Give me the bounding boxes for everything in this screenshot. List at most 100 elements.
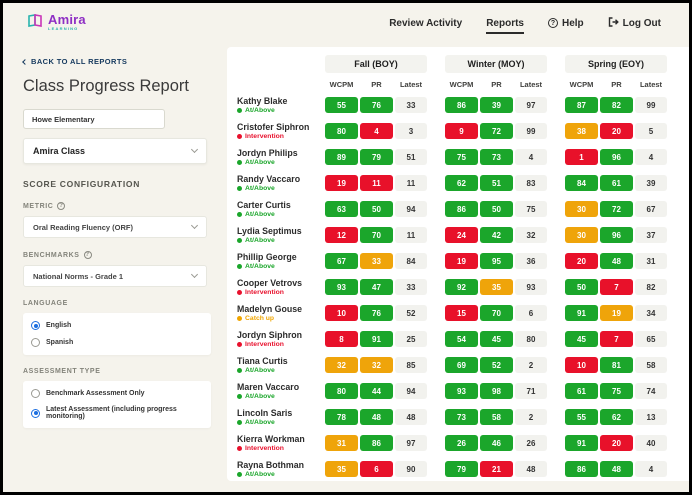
- status-dot-icon: [237, 108, 242, 114]
- score-badge: 80: [325, 383, 358, 399]
- radio-english[interactable]: English: [31, 321, 203, 330]
- score-badge: 30: [565, 201, 598, 217]
- score-group-0: 32 32 85: [325, 357, 427, 373]
- status-label: Catch up: [245, 315, 275, 323]
- status-badge: At/Above: [237, 367, 325, 374]
- status-label: Intervention: [245, 445, 284, 453]
- status-dot-icon: [237, 368, 242, 374]
- school-field[interactable]: Howe Elementary: [23, 109, 165, 129]
- status-badge: At/Above: [237, 159, 325, 166]
- score-badge: 91: [565, 435, 598, 451]
- radio-latest-assessment[interactable]: Latest Assessment (including progress mo…: [31, 406, 203, 420]
- score-group-1: 15 70 6: [445, 305, 547, 321]
- score-badge: 7: [600, 279, 633, 295]
- student-name-cell: Madelyn Gouse Catch up: [237, 304, 325, 323]
- latest-score: 4: [515, 149, 547, 165]
- latest-score: 74: [635, 383, 667, 399]
- status-dot-icon: [237, 264, 242, 270]
- score-badge: 63: [325, 201, 358, 217]
- latest-score: 6: [515, 305, 547, 321]
- score-group-0: 55 76 33: [325, 97, 427, 113]
- score-group-2: 20 48 31: [565, 253, 667, 269]
- page-title: Class Progress Report: [23, 77, 189, 95]
- score-badge: 6: [360, 461, 393, 477]
- nav-reports[interactable]: Reports: [486, 18, 524, 34]
- latest-score: 48: [395, 409, 427, 425]
- score-group-0: 63 50 94: [325, 201, 427, 217]
- score-badge: 62: [445, 175, 478, 191]
- score-badge: 33: [360, 253, 393, 269]
- latest-score: 37: [635, 227, 667, 243]
- class-select[interactable]: Amira Class: [23, 138, 207, 164]
- period-header-0: Fall (BOY): [325, 55, 427, 73]
- radio-button: [31, 389, 40, 398]
- score-group-2: 55 62 13: [565, 409, 667, 425]
- score-badge: 48: [360, 409, 393, 425]
- score-badge: 55: [565, 409, 598, 425]
- nav-help[interactable]: ? Help: [548, 18, 584, 29]
- student-row: Cristofer Siphron Intervention 80 4 3 9 72 99 38…: [237, 118, 685, 144]
- latest-score: 82: [635, 279, 667, 295]
- score-badge: 19: [600, 305, 633, 321]
- student-name-cell: Lincoln Saris At/Above: [237, 407, 325, 426]
- status-badge: Intervention: [237, 133, 325, 140]
- score-badge: 12: [325, 227, 358, 243]
- student-name-cell: Randy Vaccaro At/Above: [237, 174, 325, 192]
- score-badge: 82: [600, 97, 633, 113]
- radio-benchmark-only[interactable]: Benchmark Assessment Only: [31, 389, 203, 398]
- radio-spanish[interactable]: Spanish: [31, 338, 203, 347]
- student-name: Lincoln Saris: [237, 407, 293, 418]
- benchmarks-select[interactable]: National Norms - Grade 1: [23, 265, 207, 287]
- status-dot-icon: [237, 290, 242, 296]
- chevron-down-icon: [190, 270, 199, 279]
- column-header-latest: Latest: [639, 80, 663, 89]
- latest-score: 65: [635, 331, 667, 347]
- help-icon: ?: [548, 18, 558, 28]
- status-badge: At/Above: [237, 471, 325, 478]
- score-group-2: 91 19 34: [565, 305, 667, 321]
- status-dot-icon: [237, 316, 242, 322]
- latest-score: 40: [635, 435, 667, 451]
- nav-review-activity[interactable]: Review Activity: [389, 17, 463, 29]
- nav-logout[interactable]: Log Out: [608, 16, 661, 30]
- score-badge: 39: [480, 97, 513, 113]
- radio-latest-assessment-label: Latest Assessment (including progress mo…: [46, 406, 177, 420]
- score-group-2: 91 20 40: [565, 435, 667, 451]
- score-badge: 20: [600, 123, 633, 139]
- latest-score: 2: [515, 409, 547, 425]
- student-name: Maren Vaccaro: [237, 381, 300, 392]
- book-logo-icon: [27, 13, 43, 33]
- score-badge: 46: [480, 435, 513, 451]
- student-name: Tiana Curtis: [237, 355, 288, 366]
- score-badge: 78: [325, 409, 358, 425]
- score-badge: 69: [445, 357, 478, 373]
- metric-info-icon[interactable]: ?: [57, 202, 66, 210]
- score-badge: 38: [565, 123, 598, 139]
- latest-score: 11: [395, 175, 427, 191]
- score-group-1: 93 98 71: [445, 383, 547, 399]
- score-badge: 79: [360, 149, 393, 165]
- score-badge: 95: [480, 253, 513, 269]
- student-row: Madelyn Gouse Catch up 10 76 52 15 70 6 91 19 34: [237, 300, 685, 326]
- status-label: At/Above: [245, 185, 275, 193]
- score-group-1: 86 39 97: [445, 97, 547, 113]
- score-badge: 73: [445, 409, 478, 425]
- benchmarks-info-icon[interactable]: ?: [83, 251, 92, 259]
- score-group-2: 45 7 65: [565, 331, 667, 347]
- score-badge: 15: [445, 305, 478, 321]
- student-name-cell: Kathy Blake At/Above: [237, 96, 325, 114]
- student-row: Jordyn Philips At/Above 89 79 51 75 73 4 1 96 4: [237, 144, 685, 170]
- score-badge: 93: [325, 279, 358, 295]
- back-to-reports-link[interactable]: BACK TO ALL REPORTS: [22, 57, 227, 66]
- score-badge: 61: [600, 175, 633, 191]
- student-name: Cristofer Siphron: [237, 121, 310, 132]
- status-badge: At/Above: [237, 185, 325, 192]
- score-badge: 24: [445, 227, 478, 243]
- student-row: Maren Vaccaro At/Above 80 44 94 93 98 71 61 75 74: [237, 378, 685, 404]
- latest-score: 34: [635, 305, 667, 321]
- score-badge: 11: [360, 175, 393, 191]
- metric-select[interactable]: Oral Reading Fluency (ORF): [23, 216, 207, 238]
- score-badge: 70: [360, 227, 393, 243]
- score-badge: 50: [565, 279, 598, 295]
